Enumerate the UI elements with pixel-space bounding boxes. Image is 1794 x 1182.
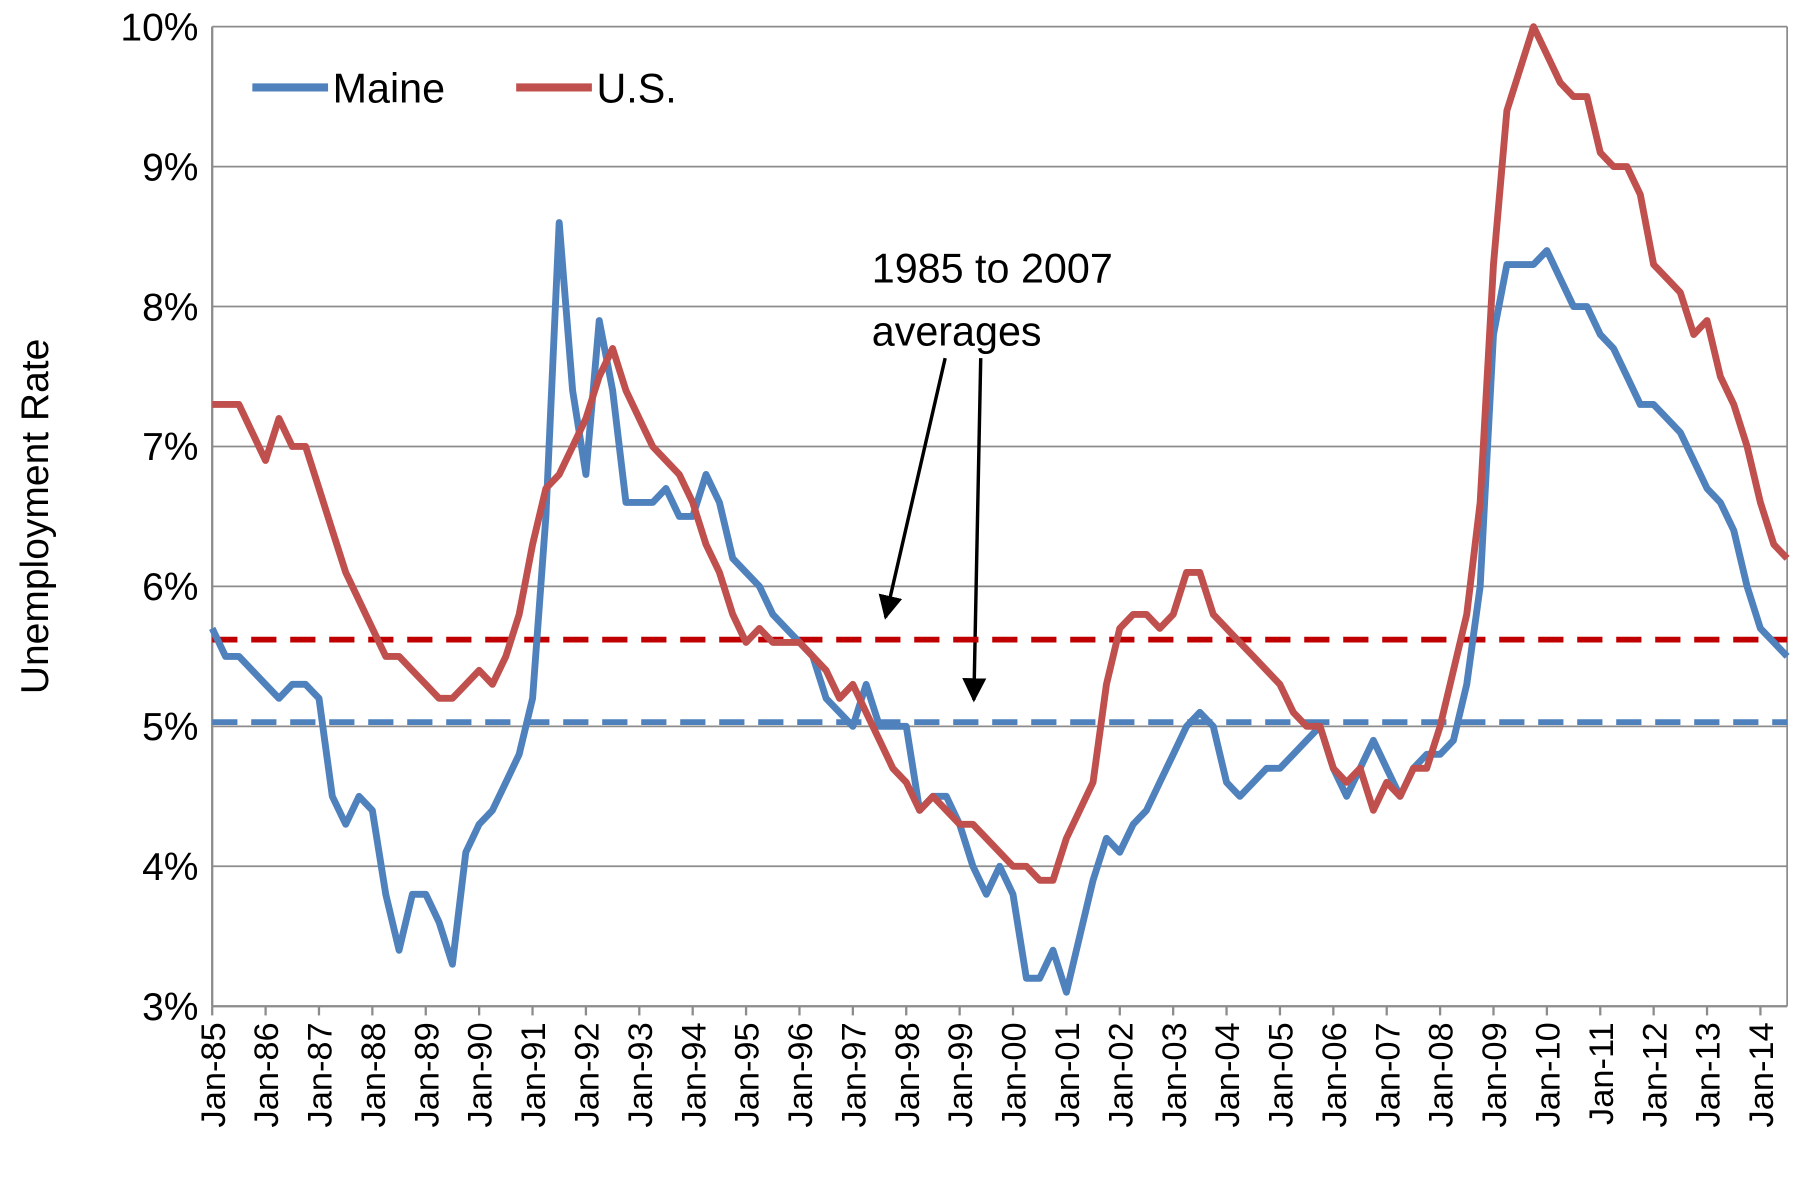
x-tick-label: Jan-01 bbox=[1049, 1022, 1087, 1127]
x-tick-label: Jan-85 bbox=[195, 1022, 233, 1127]
legend-label: U.S. bbox=[596, 65, 676, 111]
x-tick-label: Jan-88 bbox=[355, 1022, 393, 1127]
x-tick-label: Jan-06 bbox=[1316, 1022, 1354, 1127]
x-tick-label: Jan-90 bbox=[462, 1022, 500, 1127]
x-tick-label: Jan-05 bbox=[1263, 1022, 1301, 1127]
x-tick-label: Jan-10 bbox=[1529, 1022, 1567, 1127]
y-tick-label: 9% bbox=[142, 146, 198, 189]
annotation-arrow bbox=[962, 358, 987, 703]
annotation: averages bbox=[872, 309, 1042, 355]
annotation: 1985 to 2007 bbox=[872, 245, 1113, 291]
x-tick-label: Jan-13 bbox=[1690, 1022, 1728, 1127]
x-tick-label: Jan-07 bbox=[1369, 1022, 1407, 1127]
series-line bbox=[212, 23, 1790, 884]
y-tick-label: 7% bbox=[142, 426, 198, 469]
y-axis-title: Unemployment Rate bbox=[14, 339, 57, 694]
annotation-arrow bbox=[878, 357, 947, 620]
x-tick-label: Jan-14 bbox=[1743, 1022, 1781, 1127]
x-tick-label: Jan-94 bbox=[675, 1022, 713, 1127]
x-tick-label: Jan-00 bbox=[996, 1022, 1034, 1127]
x-tick-label: Jan-86 bbox=[248, 1022, 286, 1127]
x-tick-label: Jan-99 bbox=[942, 1022, 980, 1127]
series-line bbox=[209, 219, 1790, 996]
x-tick-label: Jan-87 bbox=[302, 1022, 340, 1127]
y-tick-label: 3% bbox=[142, 986, 198, 1029]
y-tick-label: 10% bbox=[120, 6, 198, 49]
x-tick-label: Jan-95 bbox=[729, 1022, 767, 1127]
x-tick-label: Jan-96 bbox=[782, 1022, 820, 1127]
legend-label: Maine bbox=[333, 65, 445, 111]
y-tick-label: 5% bbox=[142, 706, 198, 749]
x-tick-label: Jan-91 bbox=[515, 1022, 553, 1127]
x-tick-label: Jan-12 bbox=[1636, 1022, 1674, 1127]
x-tick-label: Jan-03 bbox=[1156, 1022, 1194, 1127]
x-tick-label: Jan-92 bbox=[569, 1022, 607, 1127]
x-tick-label: Jan-97 bbox=[835, 1022, 873, 1127]
x-tick-label: Jan-89 bbox=[408, 1022, 446, 1127]
x-tick-label: Jan-11 bbox=[1583, 1022, 1621, 1125]
x-tick-label: Jan-08 bbox=[1423, 1022, 1461, 1127]
y-tick-label: 6% bbox=[142, 566, 198, 609]
x-tick-label: Jan-09 bbox=[1476, 1022, 1514, 1127]
y-tick-label: 8% bbox=[142, 286, 198, 329]
x-tick-label: Jan-04 bbox=[1209, 1022, 1247, 1127]
x-tick-label: Jan-02 bbox=[1102, 1022, 1140, 1127]
x-tick-label: Jan-98 bbox=[889, 1022, 927, 1127]
x-tick-label: Jan-93 bbox=[622, 1022, 660, 1127]
y-tick-label: 4% bbox=[142, 846, 198, 889]
